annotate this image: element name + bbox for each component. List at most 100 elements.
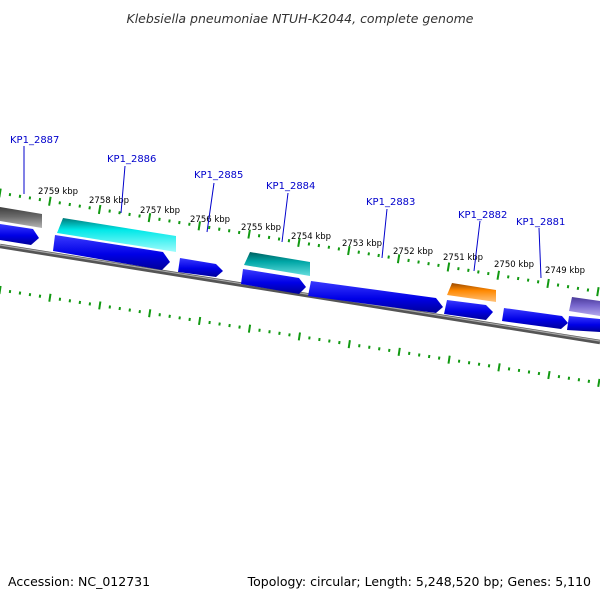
minor-tick [377, 253, 380, 258]
forward-strand-track [0, 224, 600, 332]
gene-label-kp1-2881[interactable]: KP1_2881 [516, 217, 565, 228]
gene-feature-gray[interactable] [0, 207, 42, 228]
minor-tick [128, 212, 131, 217]
gene-feature-forward-8[interactable] [567, 316, 600, 332]
minor-tick [587, 379, 591, 383]
major-tick [148, 309, 152, 318]
minor-tick [38, 294, 42, 298]
leader-line [381, 208, 388, 259]
kbp-label: 2751 kbp [443, 253, 483, 263]
major-tick [347, 340, 351, 349]
minor-tick [407, 258, 410, 263]
major-tick [0, 188, 2, 198]
kbp-label: 2754 kbp [291, 232, 331, 242]
minor-tick [218, 322, 221, 326]
gene-feature-forward-2[interactable] [53, 235, 170, 270]
gene-feature-kp1-2885[interactable] [178, 258, 223, 277]
major-tick [48, 293, 52, 302]
gene-labels: KP1_2887 KP1_2886 KP1_2885 KP1_2884 KP1_… [10, 135, 565, 279]
minor-tick [288, 333, 291, 337]
minor-tick [526, 278, 530, 282]
minor-tick [128, 308, 131, 312]
minor-tick [556, 283, 560, 287]
gene-label-kp1-2886[interactable]: KP1_2886 [107, 154, 156, 165]
minor-tick [378, 347, 381, 351]
major-tick [447, 355, 451, 364]
kbp-label: 2752 kbp [393, 247, 433, 257]
gene-feature-kp1-2881[interactable] [502, 308, 568, 329]
gene-label-kp1-2887[interactable]: KP1_2887 [10, 135, 59, 146]
minor-tick [278, 331, 281, 335]
minor-tick [138, 310, 141, 314]
major-tick [97, 204, 102, 215]
gene-feature-kp1-2882-fwd[interactable] [444, 300, 493, 320]
minor-tick [8, 193, 12, 197]
minor-tick [338, 340, 341, 345]
minor-tick [38, 197, 42, 202]
gene-feature-forward-4[interactable] [241, 269, 306, 294]
gene-label-kp1-2883[interactable]: KP1_2883 [366, 197, 415, 208]
minor-tick [108, 209, 111, 213]
minor-tick [537, 371, 541, 376]
gene-feature-kp1-2883[interactable] [308, 281, 443, 313]
minor-tick [228, 323, 231, 328]
gene-label-kp1-2884[interactable]: KP1_2884 [266, 181, 315, 192]
minor-tick [388, 348, 391, 352]
minor-tick [178, 220, 181, 225]
minor-tick [28, 293, 32, 297]
major-tick [596, 287, 600, 297]
minor-tick [477, 362, 481, 366]
minor-tick [427, 354, 431, 359]
minor-tick [168, 314, 171, 318]
minor-tick [328, 339, 331, 343]
kbp-label: 2757 kbp [140, 206, 180, 216]
minor-tick [188, 222, 191, 226]
kbp-label: 2758 kbp [89, 196, 129, 206]
major-tick [497, 363, 501, 372]
minor-tick [516, 276, 520, 281]
gene-label-kp1-2882[interactable]: KP1_2882 [458, 210, 507, 221]
gene-label-kp1-2885[interactable]: KP1_2885 [194, 170, 243, 181]
minor-tick [168, 219, 171, 223]
minor-tick [218, 227, 221, 231]
kbp-labels: 2759 kbp 2758 kbp 2757 kbp 2756 kbp 2755… [38, 187, 585, 276]
kbp-label: 2755 kbp [241, 223, 281, 233]
kbp-label: 2759 kbp [38, 187, 78, 197]
minor-tick [307, 242, 311, 246]
minor-tick [188, 317, 191, 322]
minor-tick [68, 299, 72, 303]
major-tick [48, 196, 52, 206]
minor-tick [417, 260, 420, 264]
reverse-strand-track [0, 207, 600, 316]
minor-tick [18, 194, 22, 198]
minor-tick [287, 239, 291, 243]
minor-tick [357, 250, 360, 254]
gene-feature-kp1-2886[interactable] [57, 218, 176, 252]
minor-tick [437, 263, 440, 267]
minor-tick [536, 280, 540, 284]
minor-tick [586, 288, 590, 292]
minor-tick [507, 367, 511, 371]
minor-tick [138, 214, 141, 218]
minor-tick [387, 255, 390, 259]
gene-feature-kp1-2882[interactable] [447, 283, 496, 302]
minor-tick [118, 211, 121, 215]
major-tick [247, 229, 251, 239]
gene-feature-purple[interactable] [569, 297, 600, 316]
major-tick [197, 221, 201, 231]
kbp-label: 2753 kbp [342, 239, 382, 249]
kbp-label: 2750 kbp [494, 260, 534, 270]
gene-feature-kp1-2884[interactable] [244, 252, 310, 276]
major-tick [147, 213, 152, 223]
minor-tick [238, 325, 241, 329]
genome-summary-text: Topology: circular; Length: 5,248,520 bp… [247, 574, 591, 589]
minor-tick [78, 204, 81, 208]
minor-tick [487, 364, 491, 368]
minor-tick [118, 306, 121, 311]
minor-tick [237, 230, 241, 235]
gene-feature-kp1-2887[interactable] [0, 224, 39, 245]
major-tick [397, 347, 401, 356]
major-tick [98, 301, 102, 310]
minor-tick [78, 300, 82, 305]
